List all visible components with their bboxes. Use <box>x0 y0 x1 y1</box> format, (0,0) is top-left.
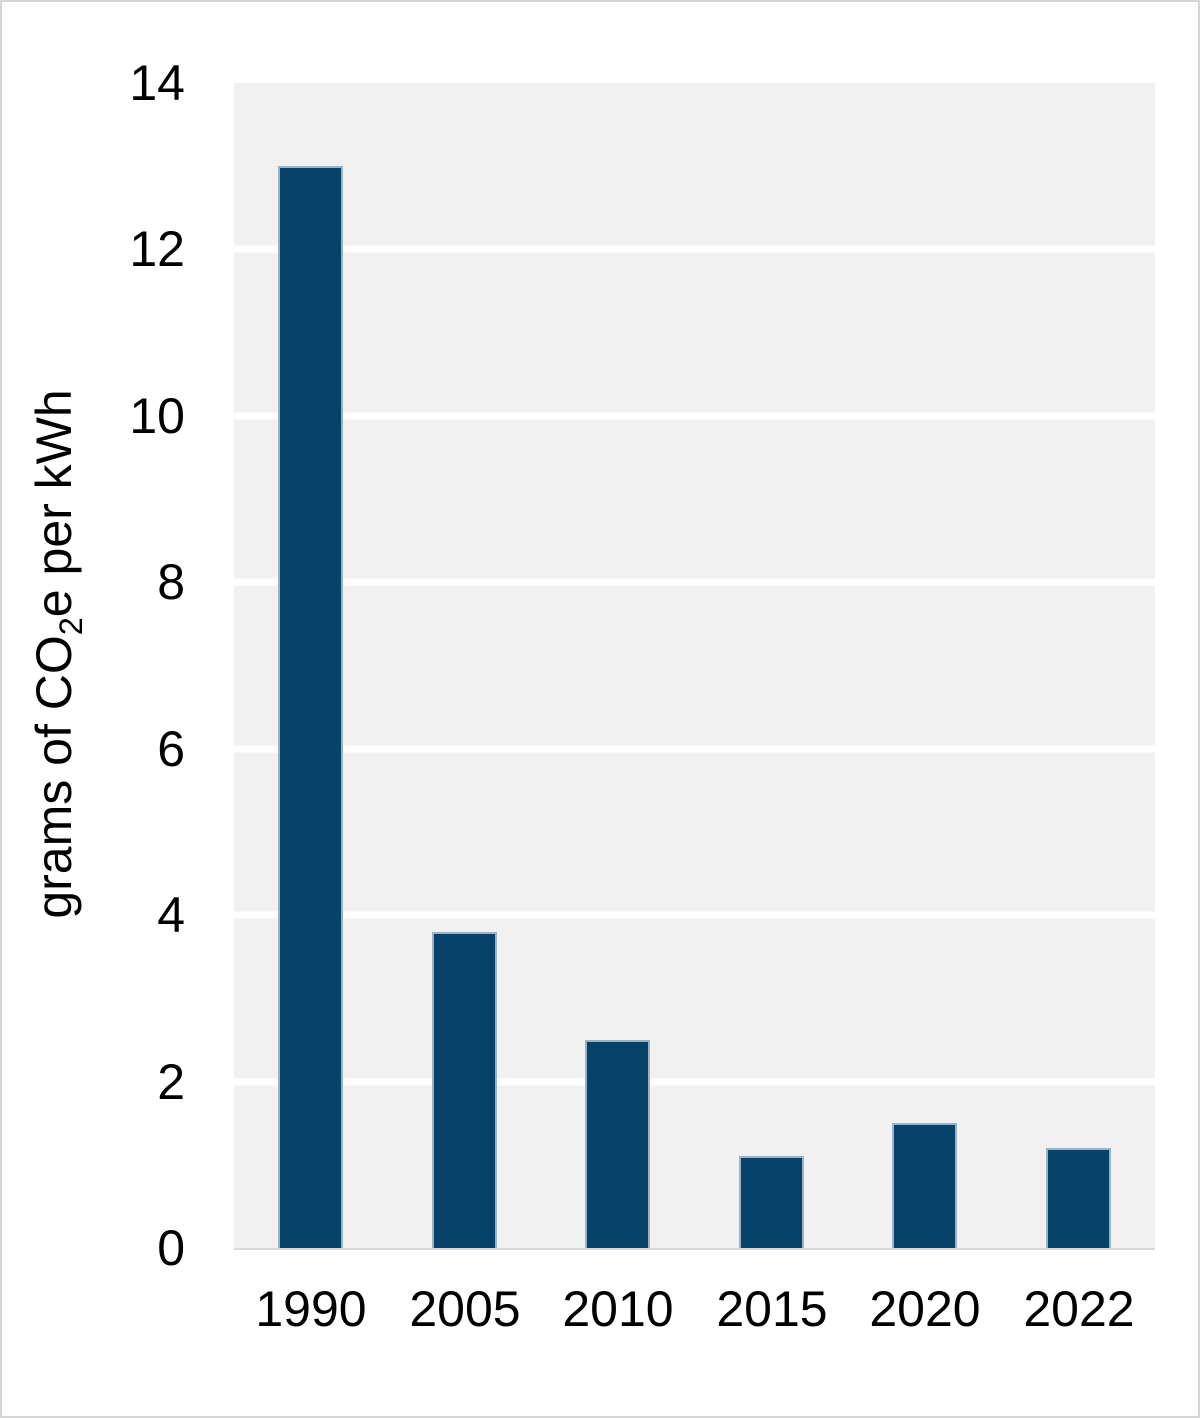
x-tick-label-2020: 2020 <box>869 1281 981 1337</box>
x-tick-label-2010: 2010 <box>562 1281 674 1337</box>
gridline-y-10 <box>234 412 1155 420</box>
y-tick-label-14: 14 <box>129 55 185 111</box>
bar-1990 <box>278 166 343 1248</box>
plot-area <box>234 83 1155 1250</box>
y-tick-label-12: 12 <box>129 221 185 277</box>
bar-2020 <box>892 1123 957 1248</box>
gridline-y-2 <box>234 1078 1155 1086</box>
y-tick-label-2: 2 <box>157 1054 185 1110</box>
y-tick-label-0: 0 <box>157 1220 185 1276</box>
y-tick-label-4: 4 <box>157 887 185 943</box>
gridline-y-12 <box>234 245 1155 253</box>
x-tick-label-2005: 2005 <box>409 1281 521 1337</box>
y-tick-label-8: 8 <box>157 554 185 610</box>
x-tick-label-1990: 1990 <box>255 1281 367 1337</box>
gridline-y-8 <box>234 578 1155 586</box>
y-axis-title-subscript: 2 <box>53 617 89 636</box>
bar-2015 <box>739 1156 804 1248</box>
gridline-y-6 <box>234 745 1155 753</box>
y-tick-label-6: 6 <box>157 721 185 777</box>
y-axis-title: grams of CO2e per kWh <box>25 389 89 918</box>
gridline-y-4 <box>234 911 1155 919</box>
bar-2010 <box>585 1040 650 1248</box>
x-tick-label-2022: 2022 <box>1023 1281 1135 1337</box>
x-tick-label-2015: 2015 <box>716 1281 828 1337</box>
bar-2005 <box>432 932 497 1248</box>
bar-2022 <box>1046 1148 1111 1248</box>
y-tick-label-10: 10 <box>129 388 185 444</box>
